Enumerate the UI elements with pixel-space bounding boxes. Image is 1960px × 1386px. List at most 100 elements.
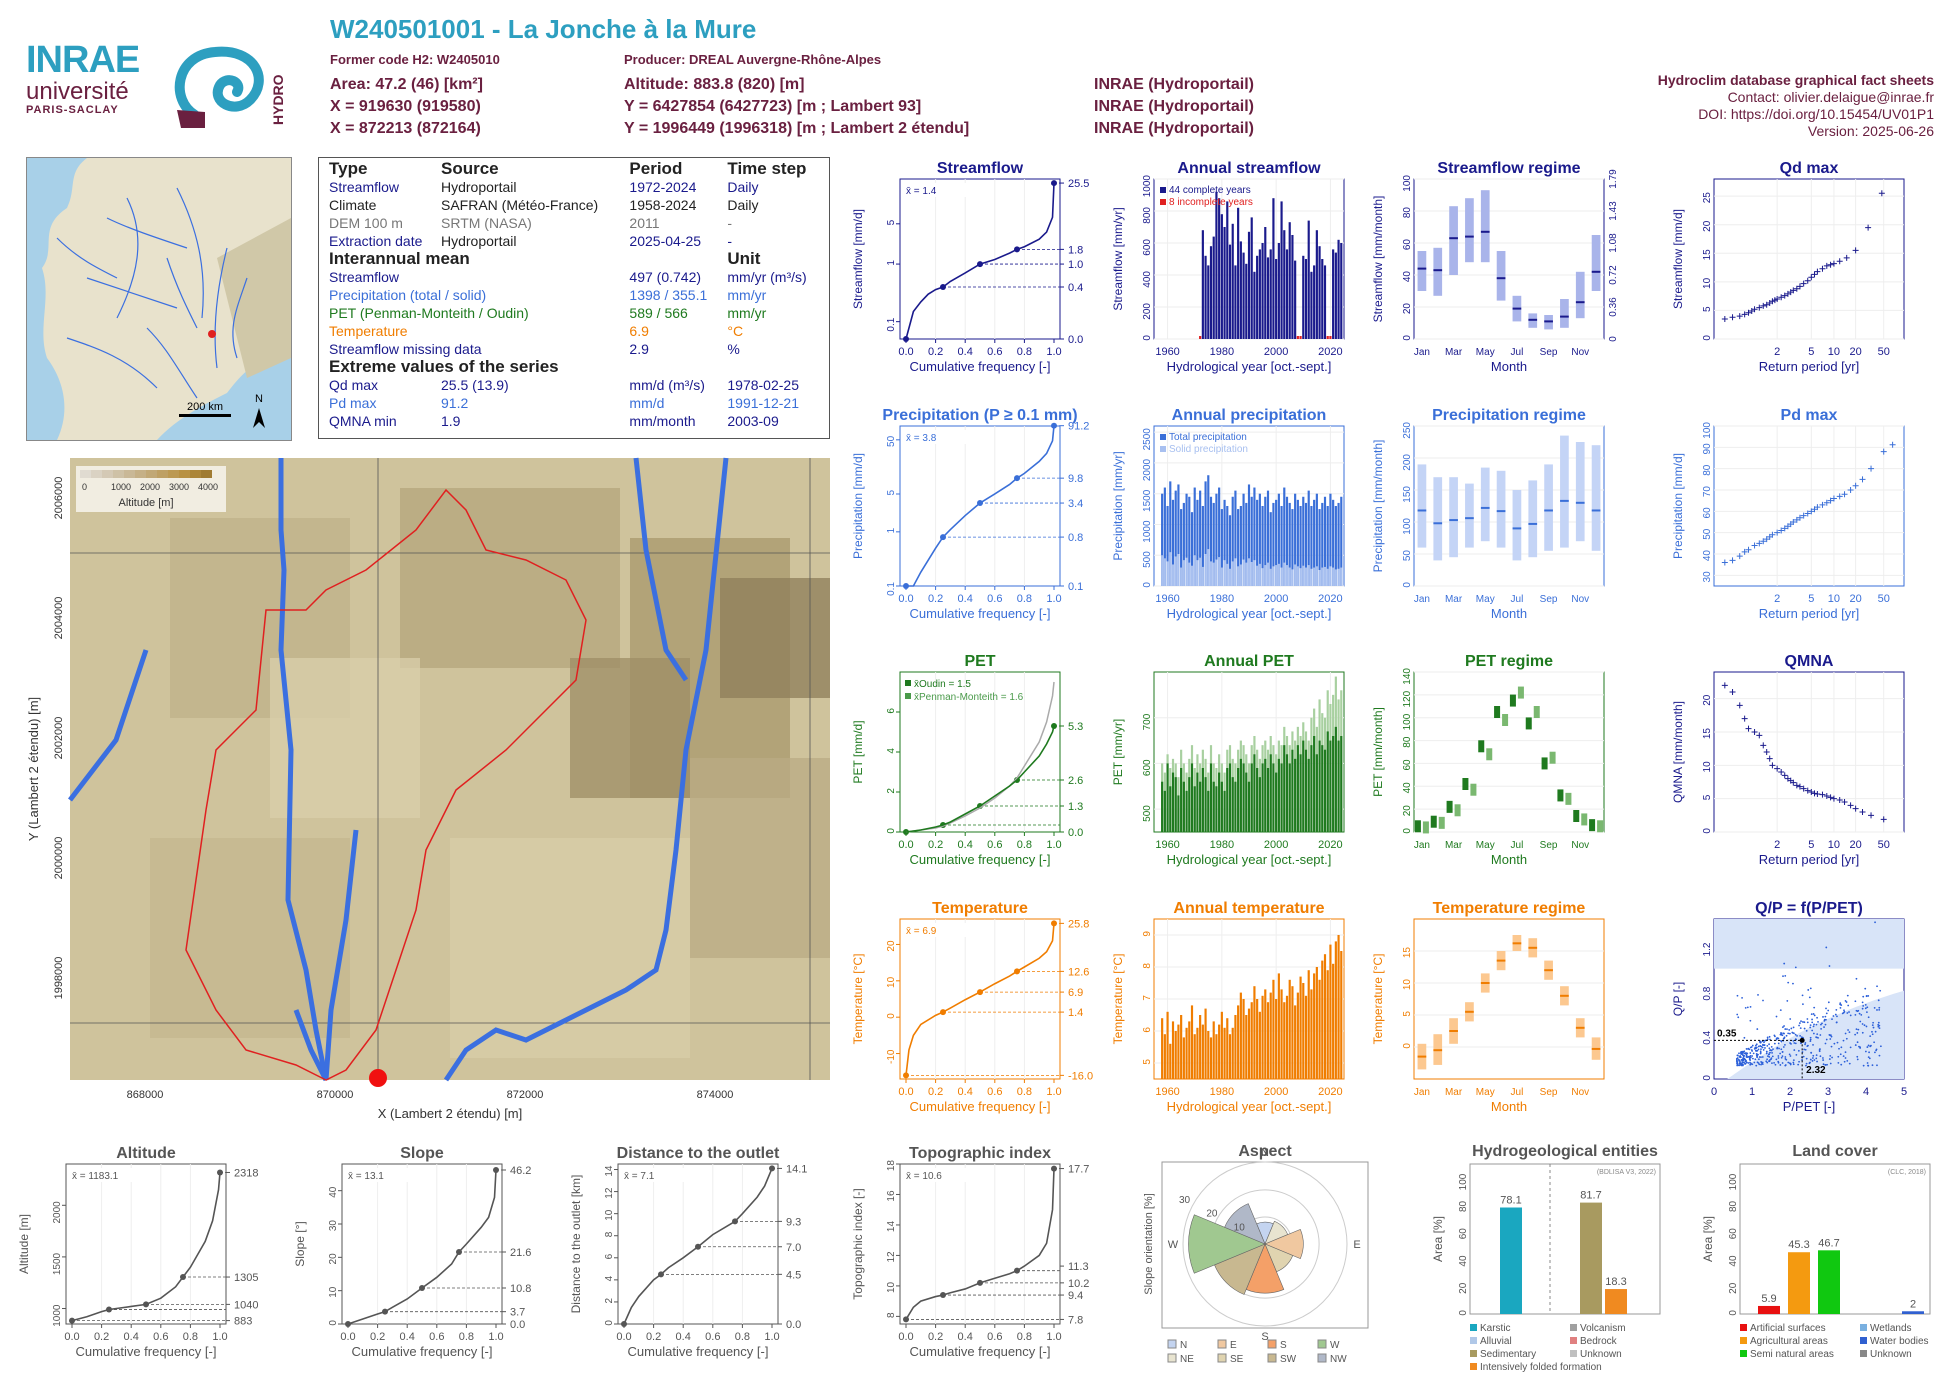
annual-bar <box>1337 935 1340 1079</box>
oudin-bar <box>1185 790 1188 832</box>
solid-precip-bar <box>1318 570 1321 586</box>
logo-universite-text: université <box>26 78 129 105</box>
daily-point <box>1761 1063 1764 1065</box>
daily-point <box>1863 1024 1866 1027</box>
source-note: (BDLISA V3, 2022) <box>1597 1169 1656 1176</box>
daily-point <box>1744 1058 1747 1061</box>
x-tick-label: 20 <box>1850 593 1862 605</box>
penman-box <box>1597 820 1604 833</box>
solid-precip-bar <box>1207 549 1210 586</box>
y-tick-label: 0.1 <box>886 317 897 331</box>
penman-box <box>1517 686 1524 699</box>
aspect-sector <box>1224 1203 1266 1245</box>
x-tick-label: 5 <box>1901 1086 1907 1098</box>
chart-pet_regime-svg: PET regime Month PET [mm/month] 0 20 40 60 80 10… <box>1371 653 1605 867</box>
daily-point <box>1771 1062 1773 1065</box>
annual-bar <box>1329 944 1332 1079</box>
month-label: May <box>1476 594 1495 605</box>
oudin-bar <box>1199 781 1202 832</box>
total-precip-bar <box>1280 506 1283 586</box>
right-quantile-label: 5.3 <box>1068 721 1083 733</box>
daily-point <box>1784 1056 1787 1058</box>
daily-point <box>1768 1047 1771 1050</box>
y-axis-label: Distance to the outlet [km] <box>569 1175 583 1314</box>
plot-frame <box>1413 178 1605 340</box>
info-period: 2011 <box>629 215 660 231</box>
return-period-point <box>1721 559 1728 566</box>
y-tick-label: 40 <box>1458 1255 1469 1267</box>
annual-bar <box>1204 1008 1207 1079</box>
return-period-point <box>1729 314 1736 321</box>
annual-bar <box>1258 249 1261 339</box>
solid-precip-bar <box>1228 568 1232 586</box>
extreme-label: Qd max <box>329 377 379 393</box>
y-axis-label: Precipitation [mm/month] <box>1371 440 1385 573</box>
daily-point <box>1823 1018 1826 1021</box>
return-period-point <box>1778 769 1785 775</box>
oudin-bar <box>1161 781 1164 832</box>
daily-point <box>1864 1003 1867 1006</box>
annual-bar <box>1302 255 1305 339</box>
mean-value: 1398 / 355.1 <box>629 287 708 303</box>
right-quantile-label: 91.2 <box>1068 421 1089 433</box>
daily-point <box>1846 994 1849 997</box>
oudin-bar <box>1256 768 1259 832</box>
total-precip-bar <box>1299 506 1302 586</box>
return-period-point <box>1741 715 1748 722</box>
oudin-bar <box>1307 758 1310 832</box>
daily-point <box>1784 1043 1786 1046</box>
total-precip-bar <box>1337 502 1340 586</box>
chart-pet: PET Cumulative frequency [-] PET [mm/d] 0.0… <box>848 648 1098 880</box>
x-tick-label: 0.4 <box>958 839 973 851</box>
daily-point <box>1737 1058 1740 1061</box>
annual-bar <box>1264 227 1267 339</box>
daily-point <box>1827 1001 1830 1004</box>
right-quantile-label: 10.2 <box>1068 1278 1089 1290</box>
daily-point <box>1745 1061 1748 1064</box>
x-tick-label: 5 <box>1808 839 1814 851</box>
month-label: Jan <box>1414 840 1430 851</box>
daily-point <box>1862 1005 1865 1007</box>
daily-point <box>1811 1057 1814 1059</box>
mean-label-bg <box>902 923 972 937</box>
daily-point <box>1829 1062 1832 1065</box>
y-tick-label: 5 <box>1702 794 1713 800</box>
oudin-bar <box>1239 758 1242 832</box>
total-precip-bar <box>1302 496 1305 586</box>
daily-point <box>1794 1042 1797 1045</box>
daily-point <box>1748 1055 1751 1058</box>
return-period-point <box>1778 527 1785 534</box>
daily-point <box>1878 1009 1881 1011</box>
solid-precip-bar <box>1223 560 1226 586</box>
daily-point <box>1829 1054 1832 1057</box>
mean-y-label: 0.35 <box>1717 1028 1737 1039</box>
x-axis-label: Hydrological year [oct.-sept.] <box>1167 606 1332 621</box>
regime-box <box>1575 271 1585 319</box>
solid-precip-bar <box>1161 555 1164 586</box>
daily-point <box>1842 1039 1845 1042</box>
chart-hydrogeology-svg: Hydrogeological entities (BDLISA V3, 2022… <box>1431 1143 1661 1373</box>
regime-box <box>1449 206 1458 275</box>
penman-box <box>1470 783 1477 796</box>
total-precip-bar <box>1188 496 1191 586</box>
daily-point <box>1868 1051 1870 1054</box>
oudin-bar <box>1180 768 1183 832</box>
map-y-tick: 2002000 <box>53 717 65 760</box>
direction-label: E <box>1353 1239 1360 1251</box>
y-tick-label: 1500 <box>52 1252 63 1275</box>
legend-entry: Sedimentary <box>1480 1349 1536 1360</box>
logo-paris-saclay-text: PARIS-SACLAY <box>26 104 119 116</box>
daily-point <box>1810 1051 1813 1054</box>
mean-unit: mm/yr <box>727 305 767 321</box>
daily-point <box>1873 1041 1876 1044</box>
daily-point <box>1857 1028 1860 1031</box>
daily-point <box>1859 1020 1862 1023</box>
solid-precip-bar <box>1302 565 1305 586</box>
legend-tick: 3000 <box>169 482 189 492</box>
legend-swatch <box>1570 1350 1577 1357</box>
penman-box <box>1422 821 1429 834</box>
x-tick-label: 1.0 <box>1046 593 1061 605</box>
series-line <box>905 183 1055 340</box>
daily-point <box>1751 1055 1754 1057</box>
daily-point <box>1746 1006 1749 1009</box>
